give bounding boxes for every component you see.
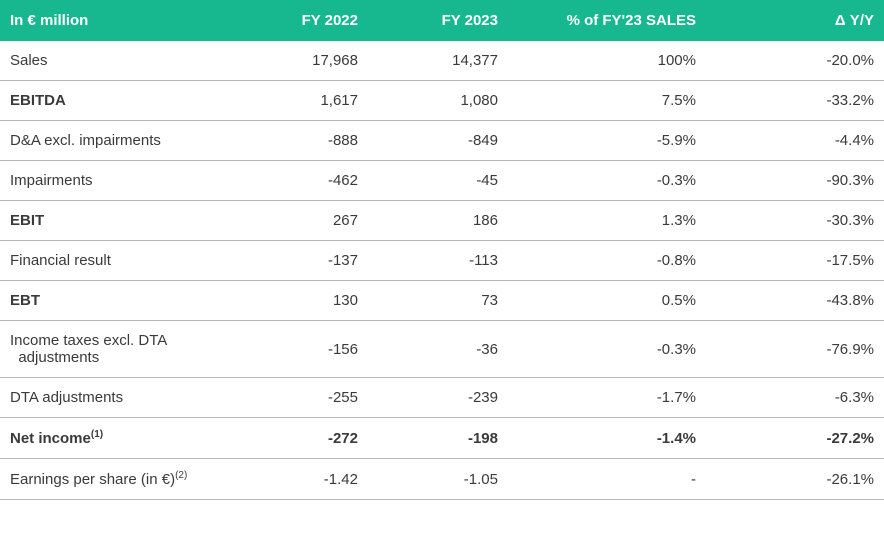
table-row: Net income(1) -272 -198 -1.4% -27.2% <box>0 418 884 459</box>
cell-fy22: 267 <box>228 201 368 241</box>
cell-label: D&A excl. impairments <box>0 121 228 161</box>
cell-fy22: 17,968 <box>228 41 368 81</box>
col-header-pct: % of FY'23 SALES <box>508 0 706 41</box>
cell-yoy: -30.3% <box>706 201 884 241</box>
cell-fy23: -36 <box>368 321 508 378</box>
cell-yoy: -76.9% <box>706 321 884 378</box>
cell-label-text: Earnings per share (in €) <box>10 471 175 488</box>
cell-pct: -0.3% <box>508 161 706 201</box>
cell-yoy: -26.1% <box>706 459 884 500</box>
cell-fy22: -156 <box>228 321 368 378</box>
cell-fy23: 186 <box>368 201 508 241</box>
table-row: Sales 17,968 14,377 100% -20.0% <box>0 41 884 81</box>
cell-label-text: Net income <box>10 430 91 447</box>
cell-label: Financial result <box>0 241 228 281</box>
cell-fy23: 1,080 <box>368 81 508 121</box>
cell-pct: - <box>508 459 706 500</box>
cell-yoy: -27.2% <box>706 418 884 459</box>
table-row: Impairments -462 -45 -0.3% -90.3% <box>0 161 884 201</box>
cell-yoy: -33.2% <box>706 81 884 121</box>
cell-label: Earnings per share (in €)(2) <box>0 459 228 500</box>
cell-yoy: -6.3% <box>706 378 884 418</box>
cell-yoy: -17.5% <box>706 241 884 281</box>
table-row: D&A excl. impairments -888 -849 -5.9% -4… <box>0 121 884 161</box>
cell-label: EBIT <box>0 201 228 241</box>
table-row: Income taxes excl. DTA adjustments -156 … <box>0 321 884 378</box>
cell-fy23: -45 <box>368 161 508 201</box>
cell-pct: -5.9% <box>508 121 706 161</box>
cell-fy23: -198 <box>368 418 508 459</box>
cell-label: DTA adjustments <box>0 378 228 418</box>
footnote-ref: (1) <box>91 429 103 440</box>
table-header-row: In € million FY 2022 FY 2023 % of FY'23 … <box>0 0 884 41</box>
cell-fy22: -137 <box>228 241 368 281</box>
col-header-label: In € million <box>0 0 228 41</box>
table-row: EBIT 267 186 1.3% -30.3% <box>0 201 884 241</box>
cell-pct: 0.5% <box>508 281 706 321</box>
cell-label: Income taxes excl. DTA adjustments <box>0 321 228 378</box>
col-header-yoy: Δ Y/Y <box>706 0 884 41</box>
cell-pct: -0.8% <box>508 241 706 281</box>
cell-label: Impairments <box>0 161 228 201</box>
cell-yoy: -4.4% <box>706 121 884 161</box>
cell-fy23: -113 <box>368 241 508 281</box>
table-row: EBITDA 1,617 1,080 7.5% -33.2% <box>0 81 884 121</box>
col-header-fy23: FY 2023 <box>368 0 508 41</box>
cell-yoy: -43.8% <box>706 281 884 321</box>
cell-yoy: -20.0% <box>706 41 884 81</box>
cell-fy23: -849 <box>368 121 508 161</box>
cell-fy22: 1,617 <box>228 81 368 121</box>
cell-pct: -1.7% <box>508 378 706 418</box>
cell-fy22: -462 <box>228 161 368 201</box>
cell-fy23: 14,377 <box>368 41 508 81</box>
financials-table: In € million FY 2022 FY 2023 % of FY'23 … <box>0 0 884 500</box>
cell-fy22: -1.42 <box>228 459 368 500</box>
table-body: Sales 17,968 14,377 100% -20.0% EBITDA 1… <box>0 41 884 500</box>
cell-fy22: -272 <box>228 418 368 459</box>
table-row: EBT 130 73 0.5% -43.8% <box>0 281 884 321</box>
cell-pct: 100% <box>508 41 706 81</box>
cell-fy23: 73 <box>368 281 508 321</box>
table-row: Earnings per share (in €)(2) -1.42 -1.05… <box>0 459 884 500</box>
cell-label: EBT <box>0 281 228 321</box>
cell-fy23: -239 <box>368 378 508 418</box>
cell-fy22: -888 <box>228 121 368 161</box>
cell-fy22: 130 <box>228 281 368 321</box>
cell-fy22: -255 <box>228 378 368 418</box>
col-header-fy22: FY 2022 <box>228 0 368 41</box>
cell-label: Sales <box>0 41 228 81</box>
cell-pct: 7.5% <box>508 81 706 121</box>
cell-pct: -1.4% <box>508 418 706 459</box>
cell-pct: -0.3% <box>508 321 706 378</box>
cell-pct: 1.3% <box>508 201 706 241</box>
table-row: Financial result -137 -113 -0.8% -17.5% <box>0 241 884 281</box>
cell-label: Net income(1) <box>0 418 228 459</box>
cell-fy23: -1.05 <box>368 459 508 500</box>
footnote-ref: (2) <box>175 470 187 481</box>
cell-label-text: Income taxes excl. DTA adjustments <box>10 332 167 366</box>
cell-label: EBITDA <box>0 81 228 121</box>
cell-yoy: -90.3% <box>706 161 884 201</box>
table-row: DTA adjustments -255 -239 -1.7% -6.3% <box>0 378 884 418</box>
